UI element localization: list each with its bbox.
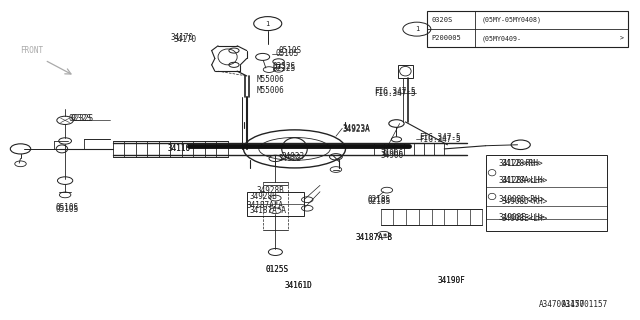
Text: 34928B: 34928B [250,192,278,201]
Text: 34906: 34906 [381,149,404,158]
Text: 0125S: 0125S [266,265,289,274]
Text: 34190F: 34190F [438,276,466,285]
Text: 34190F: 34190F [438,276,466,285]
Text: 34923: 34923 [282,152,305,161]
Text: FIG.347-5: FIG.347-5 [374,89,416,98]
Text: 1: 1 [415,26,419,32]
Text: M55006: M55006 [256,86,284,95]
Text: FIG.347-5: FIG.347-5 [419,135,460,144]
Text: 34923: 34923 [278,154,301,163]
Text: 34187A*B: 34187A*B [355,233,392,242]
Text: 34128<RH>: 34128<RH> [499,159,540,168]
Text: 0232S: 0232S [68,114,92,123]
Text: (05MY-05MY0408): (05MY-05MY0408) [481,17,541,23]
Text: 0218S: 0218S [368,197,391,206]
Text: A347001157: A347001157 [539,300,585,309]
Text: 34110: 34110 [167,144,190,153]
Text: 34908D<RH>: 34908D<RH> [502,197,548,206]
Text: 34161D: 34161D [285,281,313,290]
Text: 34923A: 34923A [342,125,370,134]
Text: 34908E<LH>: 34908E<LH> [502,214,548,223]
Text: 34128A<LH>: 34128A<LH> [502,176,548,185]
Text: 0510S: 0510S [56,203,79,212]
Text: 0320S: 0320S [431,17,452,23]
Text: >: > [620,35,624,41]
Text: 0232S: 0232S [272,63,295,73]
Text: 34187A*A: 34187A*A [246,202,284,211]
Bar [246,192,304,215]
Text: (05MY0409-: (05MY0409- [481,35,521,42]
Text: 34187A*A: 34187A*A [250,206,287,215]
Text: 0125S: 0125S [266,265,289,274]
Text: 34906: 34906 [381,151,404,160]
Text: P200005: P200005 [431,35,461,41]
Bar [397,65,413,77]
Text: 34161D: 34161D [285,281,313,290]
Text: FIG.347-5: FIG.347-5 [374,87,416,96]
Text: FRONT: FRONT [20,46,44,55]
Text: 34187A*B: 34187A*B [355,233,392,242]
Text: 34110: 34110 [167,144,190,153]
Text: 1: 1 [266,20,270,27]
Bar [427,11,628,47]
Text: 34170: 34170 [170,33,193,42]
Text: 0232S: 0232S [70,114,93,123]
Text: 34908D<RH>: 34908D<RH> [499,195,545,204]
Text: M55006: M55006 [256,75,284,84]
Text: 0232S: 0232S [272,62,295,71]
Bar [486,155,607,231]
Text: 0510S: 0510S [278,46,301,55]
Text: 0510S: 0510S [275,49,298,58]
Text: 34923A: 34923A [342,124,370,133]
Text: 34908E<LH>: 34908E<LH> [499,213,545,222]
Text: 0510S: 0510S [56,205,79,214]
Text: FIG.347-5: FIG.347-5 [419,133,460,142]
Text: 34128<RH>: 34128<RH> [502,159,543,168]
Text: 34928B: 34928B [256,186,284,195]
Text: A347001157: A347001157 [562,300,609,309]
Text: 34128A<LH>: 34128A<LH> [499,176,545,185]
Text: 34170: 34170 [173,35,196,44]
Text: 0218S: 0218S [368,195,391,204]
